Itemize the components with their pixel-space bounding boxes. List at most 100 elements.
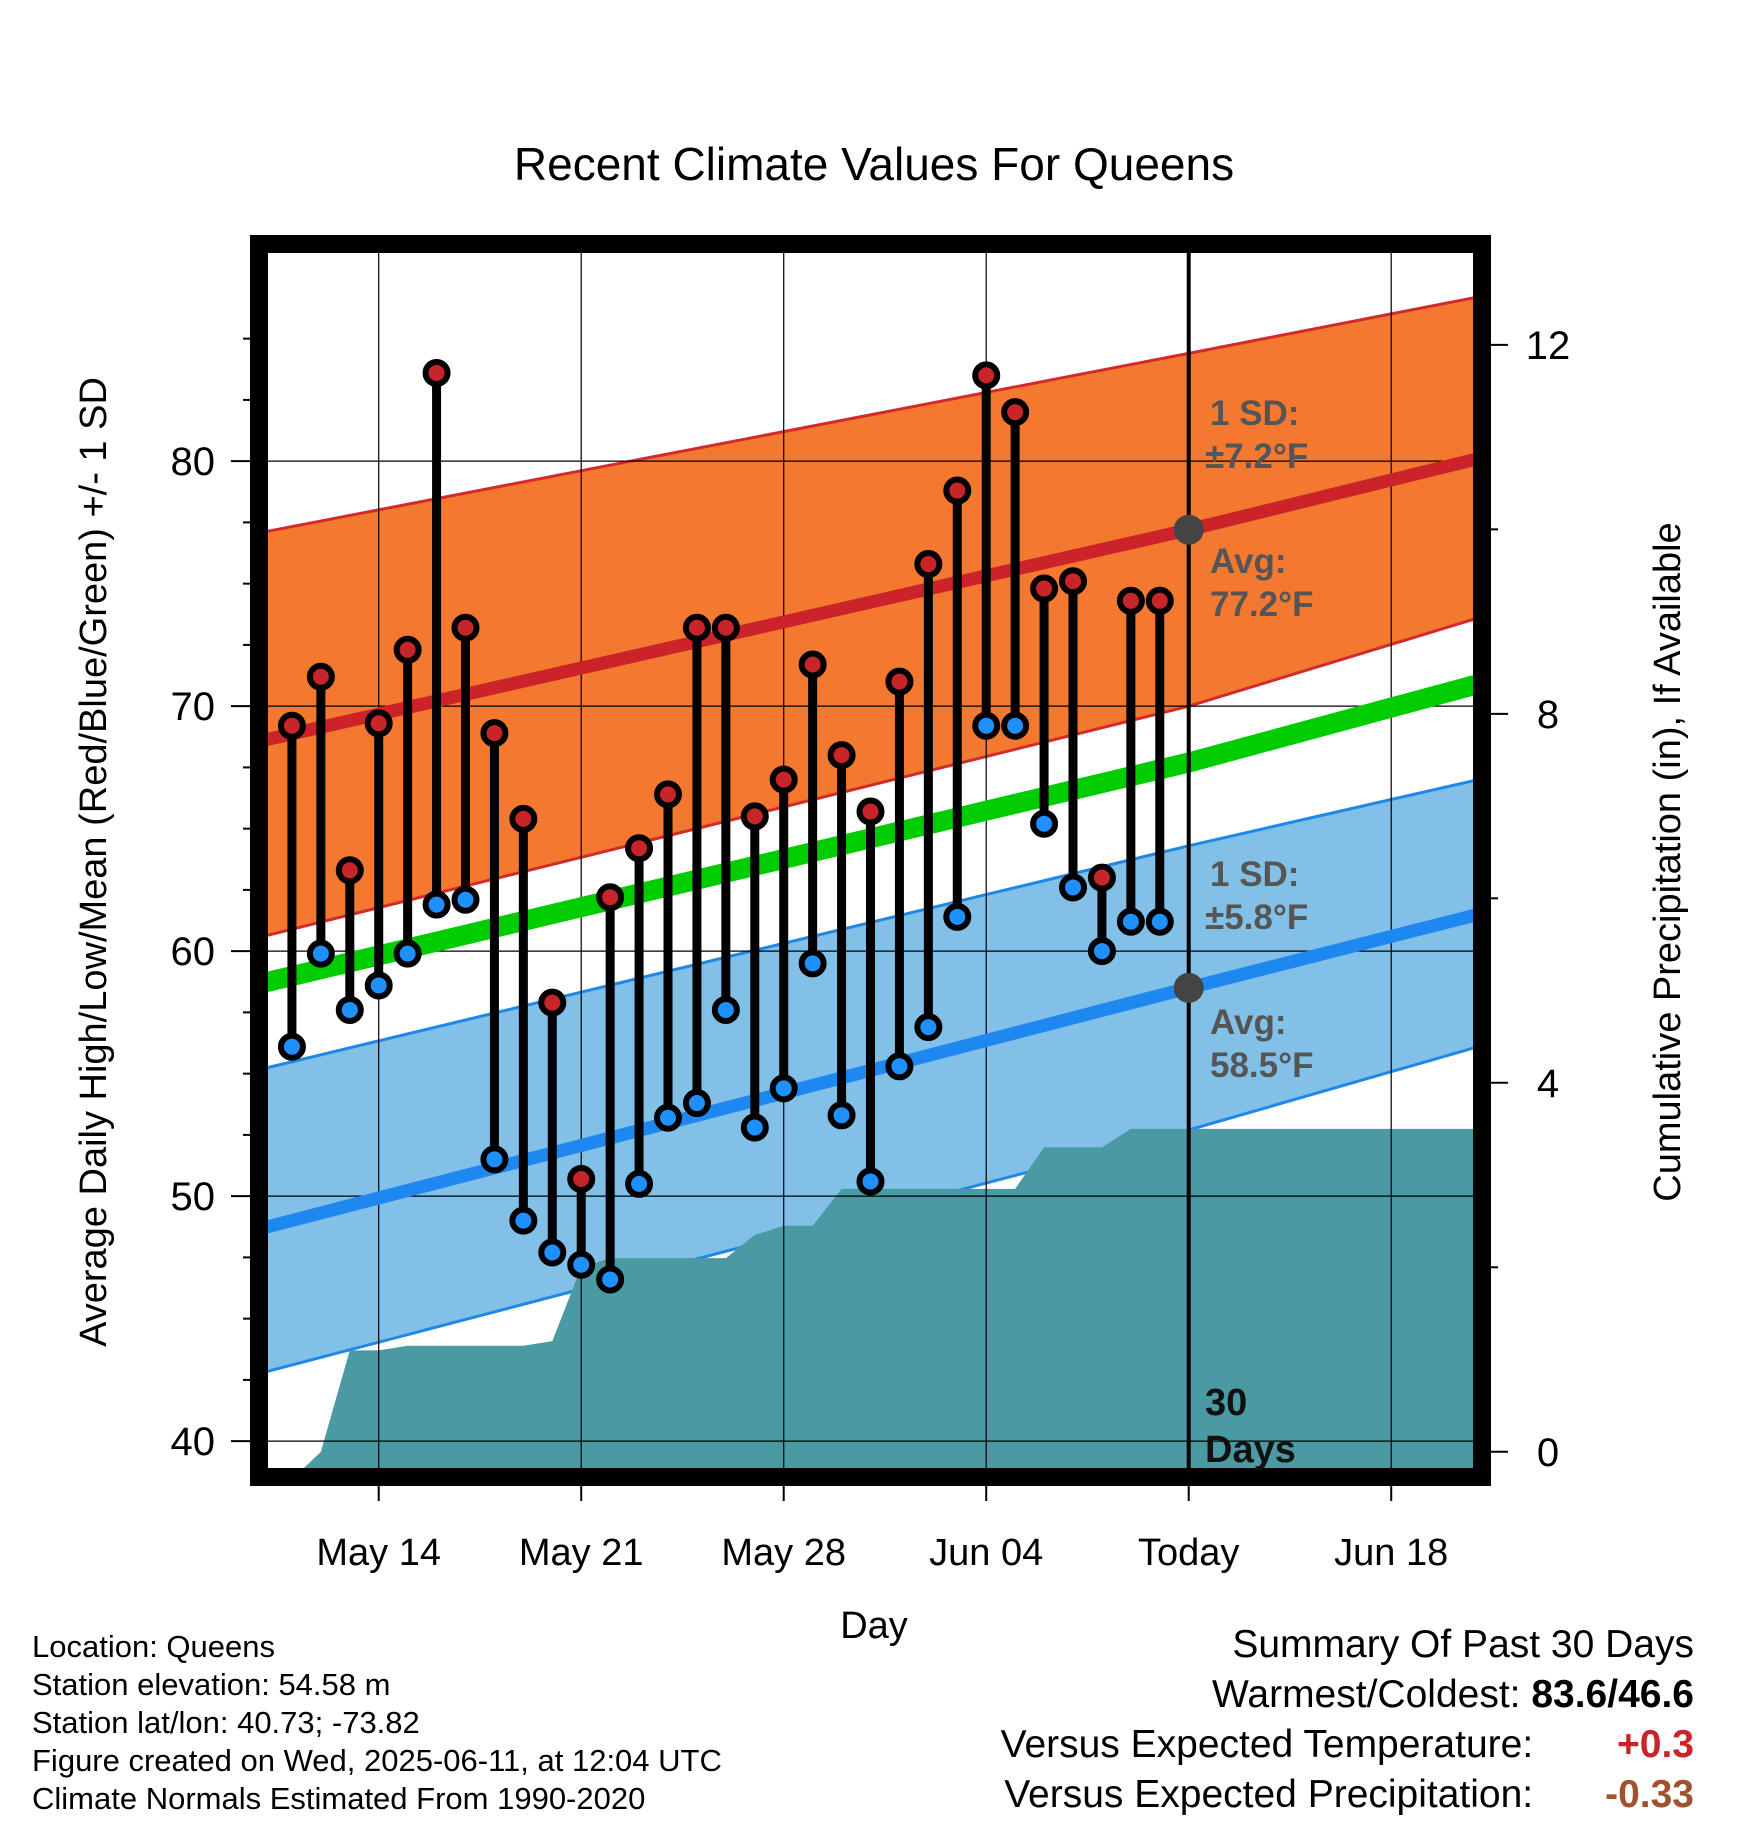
x-tick-label: May 14 (316, 1532, 441, 1574)
high-avg-value: 77.2°F (1210, 585, 1314, 624)
observations (277, 358, 1174, 1294)
low-temp-point (943, 902, 972, 931)
high-temp-point (654, 780, 682, 809)
x-tick-label: Today (1138, 1532, 1239, 1574)
precip-area (291, 1128, 1478, 1480)
annotations: 1 SD: ±7.2°F Avg: 77.2°F 1 SD: ±5.8°F Av… (1205, 394, 1314, 1085)
footer-normals: Climate Normals Estimated From 1990-2020 (32, 1781, 646, 1816)
low-temp-point (827, 1101, 856, 1130)
low-temp-point (1116, 907, 1145, 936)
high-temp-point (538, 988, 567, 1017)
high-temp-point (306, 662, 335, 691)
low-temp-point (509, 1206, 538, 1235)
axis-ticks: May 14 May 21 May 28 Jun 04 Today Jun 1840506… (171, 324, 1571, 1574)
high-sd-label: 1 SD: (1210, 394, 1299, 433)
footer-elevation: Station elevation: 54.58 m (32, 1667, 391, 1702)
days-word: Days (1205, 1429, 1296, 1471)
low-temp-point (364, 971, 393, 1000)
summary-temp-value: +0.3 (1617, 1723, 1694, 1766)
low-temp-point (885, 1052, 914, 1081)
high-temp-point (914, 550, 943, 579)
high-temp-point (972, 361, 1001, 390)
high-temp-point (740, 802, 769, 831)
low-temp-point (1001, 711, 1030, 740)
high-temp-point (625, 834, 654, 863)
low-avg-value: 58.5°F (1210, 1046, 1314, 1085)
summary-precip-value: -0.33 (1605, 1773, 1694, 1816)
low-temp-point (711, 995, 740, 1024)
y2-tick-label: 4 (1537, 1062, 1559, 1106)
precip-fill (291, 1128, 1478, 1480)
low-temp-point (1030, 809, 1059, 838)
today-line (1173, 248, 1204, 1473)
high-temp-point (422, 358, 451, 387)
days-annotation: 30 Days (1205, 1382, 1296, 1471)
high-temp-point (596, 883, 625, 912)
plot-frame (250, 235, 1491, 1486)
high-temp-point (798, 650, 827, 679)
high-temp-point (827, 741, 856, 770)
low-temp-point (480, 1145, 509, 1174)
x-tick-label: Jun 18 (1334, 1532, 1448, 1574)
high-temp-point (856, 797, 885, 826)
y2-tick-label: 8 (1537, 693, 1559, 737)
y-tick-label: 70 (171, 685, 216, 729)
low-temp-point (306, 939, 335, 968)
days-count: 30 (1205, 1382, 1247, 1424)
high-temp-point (567, 1165, 596, 1193)
low-temp-point (422, 890, 451, 919)
high-temp-point (364, 709, 393, 738)
low-temp-point (1145, 907, 1174, 936)
low-temp-point (596, 1265, 625, 1294)
footer-location: Location: Queens (32, 1629, 276, 1664)
summary-temp-label: Versus Expected Temperature: (1000, 1723, 1534, 1766)
low-sd-label: 1 SD: (1210, 855, 1299, 894)
low-temp-point (972, 711, 1001, 740)
summary-panel: Summary Of Past 30 Days Warmest/Coldest:… (1001, 1620, 1694, 1820)
high-temp-point (1087, 863, 1116, 892)
low-temp-point (740, 1113, 769, 1142)
y2-tick-label: 12 (1526, 324, 1571, 368)
high-temp-point (451, 613, 480, 642)
low-temp-point (335, 995, 364, 1024)
x-tick-label: May 21 (519, 1532, 644, 1574)
low-avg-today-marker (1173, 972, 1204, 1003)
low-temp-point (277, 1032, 306, 1061)
low-temp-point (625, 1169, 654, 1198)
summary-precip-row: Versus Expected Precipitation: -0.33 (1001, 1770, 1694, 1820)
high-temp-point (480, 719, 509, 748)
high-avg-label: Avg: (1210, 542, 1286, 581)
low-temp-point (1087, 937, 1116, 966)
summary-warmest-value: 83.6/46.6 (1531, 1673, 1694, 1716)
low-temp-point (914, 1013, 943, 1042)
high-temp-point (1145, 586, 1174, 615)
high-sd-value: ±7.2°F (1205, 437, 1308, 476)
high-temp-point (393, 635, 422, 664)
footer-latlon: Station lat/lon: 40.73; -73.82 (32, 1705, 420, 1740)
high-temp-point (711, 613, 740, 642)
low-temp-point (798, 949, 827, 978)
y2-axis-label: Cumulative Precipitation (in), If Availa… (1647, 522, 1689, 1201)
summary-precip-label: Versus Expected Precipitation: (1004, 1773, 1534, 1816)
summary-title: Summary Of Past 30 Days (1232, 1623, 1694, 1666)
high-sd-band (263, 297, 1478, 937)
high-temp-point (1116, 586, 1145, 615)
high-temp-point (1059, 567, 1087, 596)
footer-created: Figure created on Wed, 2025-06-11, at 12… (32, 1743, 722, 1778)
high-temp-point (1001, 398, 1030, 427)
y-axis-label: Average Daily High/Low/Mean (Red/Blue/Gr… (73, 377, 115, 1347)
low-sd-value: ±5.8°F (1205, 898, 1308, 937)
low-temp-point (654, 1103, 682, 1132)
x-tick-label: Jun 04 (929, 1532, 1043, 1574)
low-temp-point (1059, 873, 1087, 902)
low-temp-point (682, 1089, 711, 1118)
high-temp-point (885, 667, 914, 696)
high-temp-point (509, 804, 538, 833)
y-tick-label: 50 (171, 1175, 216, 1219)
y-tick-label: 60 (171, 930, 216, 974)
high-temp-point (1030, 574, 1059, 603)
high-temp-point (277, 711, 306, 740)
y-tick-label: 40 (171, 1420, 216, 1464)
high-avg-today-marker (1173, 514, 1204, 545)
